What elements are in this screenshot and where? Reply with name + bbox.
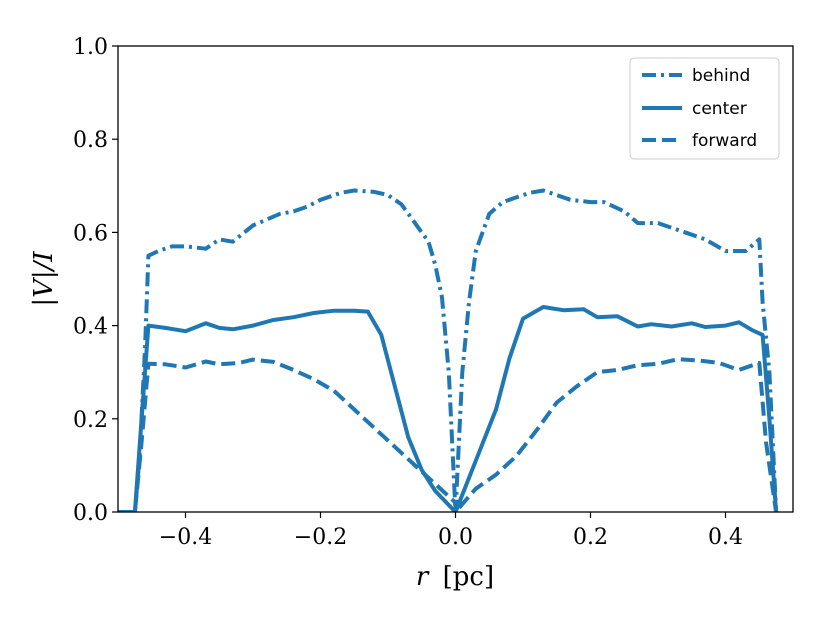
y-tick-label: 1.0 bbox=[73, 35, 108, 60]
x-tick-label: −0.2 bbox=[294, 525, 347, 550]
x-axis-label-unit: [pc] bbox=[443, 562, 495, 592]
legend-label-forward: forward bbox=[692, 131, 757, 151]
y-tick-label: 0.4 bbox=[73, 315, 108, 340]
y-tick-label: 0.2 bbox=[73, 408, 108, 433]
series-group bbox=[118, 188, 779, 512]
legend-label-center: center bbox=[692, 99, 747, 119]
y-tick-label: 0.8 bbox=[73, 128, 108, 153]
x-tick-label: −0.4 bbox=[159, 525, 212, 550]
y-axis-label: |V|/I bbox=[29, 251, 59, 307]
series-line-center bbox=[118, 305, 779, 512]
x-tick-label: 0.0 bbox=[438, 525, 473, 550]
x-tick-label: 0.2 bbox=[573, 525, 608, 550]
series-line-forward bbox=[118, 357, 779, 512]
x-axis-ticks: −0.4 −0.2 0.0 0.2 0.4 bbox=[159, 512, 743, 550]
x-tick-label: 0.4 bbox=[708, 525, 743, 550]
series-line-behind bbox=[118, 188, 779, 512]
y-tick-label: 0.6 bbox=[73, 221, 108, 246]
x-axis-label: r [pc] bbox=[416, 562, 494, 592]
y-axis-ticks: 0.0 0.2 0.4 0.6 0.8 1.0 bbox=[73, 35, 118, 526]
x-axis-label-variable: r bbox=[416, 562, 430, 592]
legend-box bbox=[629, 57, 780, 160]
legend: behind center forward bbox=[629, 57, 780, 160]
legend-label-behind: behind bbox=[692, 66, 750, 86]
y-tick-label: 0.0 bbox=[73, 501, 108, 526]
